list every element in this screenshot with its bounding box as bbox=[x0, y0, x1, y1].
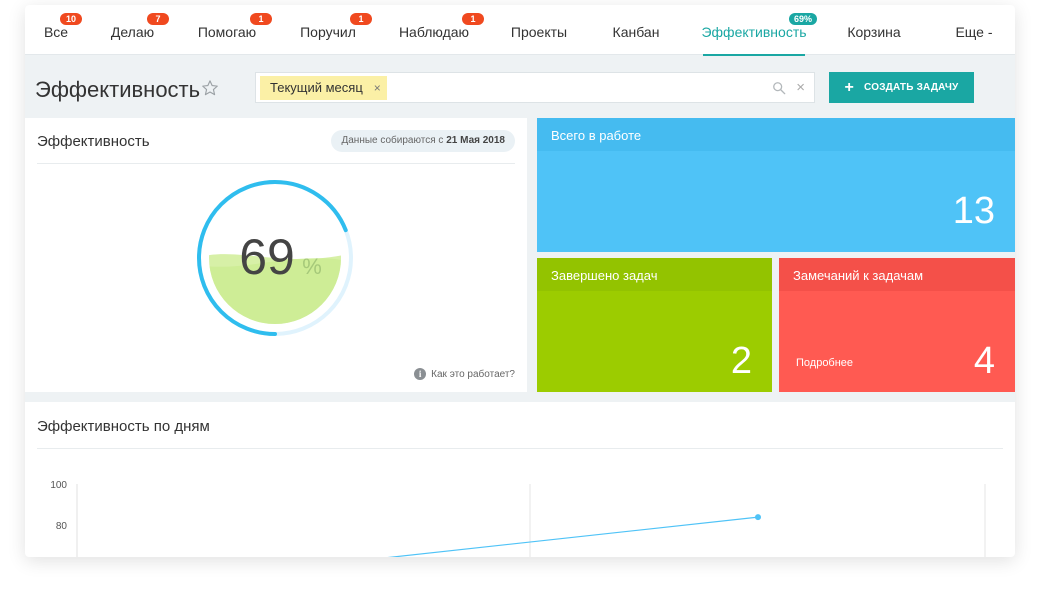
tile-value: 2 bbox=[730, 340, 752, 382]
tab-label: Эффективность bbox=[701, 24, 807, 40]
tile-title: Всего в работе bbox=[551, 128, 642, 143]
pill-prefix: Данные собираются с bbox=[341, 135, 444, 146]
filter-chip-label: Текущий месяц bbox=[270, 80, 363, 95]
card-divider bbox=[37, 448, 1003, 449]
chip-remove-icon[interactable]: × bbox=[373, 81, 381, 95]
app-window: Все 10 Делаю 7 Помогаю 1 Поручил 1 Наблю… bbox=[25, 5, 1015, 557]
tab-projects[interactable]: Проекты bbox=[507, 5, 571, 55]
total-in-progress-tile[interactable]: Всего в работе 13 bbox=[537, 118, 1015, 252]
tab-helping[interactable]: Помогаю 1 bbox=[189, 5, 272, 55]
tab-trash[interactable]: Корзина bbox=[843, 5, 905, 55]
star-icon[interactable] bbox=[201, 79, 219, 97]
tab-label: Помогаю bbox=[197, 24, 257, 40]
tile-header-band bbox=[779, 258, 1015, 291]
y-tick-label: 80 bbox=[56, 521, 68, 532]
efficiency-card: Эффективность Данные собираются с 21 Мая… bbox=[25, 118, 527, 392]
tab-more[interactable]: Еще - bbox=[949, 5, 999, 55]
filter-search-bar[interactable]: Текущий месяц × × bbox=[255, 72, 815, 103]
tab-efficiency[interactable]: Эффективность 69% bbox=[701, 5, 818, 56]
efficiency-gauge: 69 % bbox=[197, 180, 353, 336]
tab-assigned[interactable]: Поручил 1 bbox=[293, 5, 372, 55]
tab-badge: 1 bbox=[462, 13, 484, 25]
chart-title: Эффективность по дням bbox=[37, 418, 210, 435]
efficiency-line-chart: 100 80 bbox=[50, 480, 986, 557]
completed-tasks-tile[interactable]: Завершено задач 2 bbox=[537, 258, 772, 392]
efficiency-by-days-card: Эффективность по дням 100 80 bbox=[25, 402, 1015, 557]
tab-kanban[interactable]: Канбан bbox=[607, 5, 665, 55]
tab-badge: 69% bbox=[789, 13, 818, 25]
how-it-works-label: Как это работает? bbox=[431, 368, 515, 380]
remarks-more-link[interactable]: Подробнее bbox=[796, 357, 854, 369]
y-tick-label: 100 bbox=[50, 480, 67, 491]
tile-title: Завершено задач bbox=[551, 268, 658, 283]
tab-label: Наблюдаю bbox=[398, 24, 470, 40]
create-task-button[interactable]: + СОЗДАТЬ ЗАДАЧУ bbox=[829, 72, 974, 103]
pill-date: 21 Мая 2018 bbox=[446, 135, 505, 146]
tile-title: Замечаний к задачам bbox=[793, 268, 924, 283]
tab-badge: 7 bbox=[147, 13, 169, 25]
tab-all[interactable]: Все 10 bbox=[25, 5, 87, 55]
task-remarks-tile[interactable]: Замечаний к задачам Подробнее 4 bbox=[779, 258, 1015, 392]
tab-label: Делаю bbox=[110, 24, 155, 40]
tile-header-band bbox=[537, 258, 772, 291]
tile-value: 4 bbox=[973, 340, 995, 382]
efficiency-card-title: Эффективность bbox=[37, 133, 150, 150]
tile-header-band bbox=[537, 118, 1015, 151]
tab-label: Проекты bbox=[510, 24, 568, 40]
tab-label: Поручил bbox=[300, 24, 356, 40]
tab-label: Все bbox=[43, 24, 69, 40]
create-task-label: СОЗДАТЬ ЗАДАЧУ bbox=[864, 82, 959, 93]
tab-label: Корзина bbox=[847, 24, 901, 40]
how-it-works-link[interactable]: i Как это работает? bbox=[414, 368, 515, 380]
clear-icon[interactable]: × bbox=[796, 79, 805, 96]
data-point[interactable] bbox=[755, 514, 761, 521]
card-divider bbox=[37, 163, 515, 164]
tab-badge: 1 bbox=[350, 13, 372, 25]
data-collection-pill: Данные собираются с 21 Мая 2018 bbox=[331, 130, 515, 152]
page-title: Эффективность bbox=[35, 77, 201, 102]
gauge-progress-arc bbox=[197, 180, 353, 336]
tab-watching[interactable]: Наблюдаю 1 bbox=[393, 5, 484, 55]
info-icon: i bbox=[414, 368, 427, 380]
search-icon[interactable] bbox=[772, 81, 786, 95]
tab-label: Канбан bbox=[612, 24, 660, 40]
series-line bbox=[387, 516, 759, 557]
filter-chip[interactable]: Текущий месяц × bbox=[260, 76, 387, 100]
tab-badge: 1 bbox=[250, 13, 272, 25]
plus-icon: + bbox=[844, 78, 855, 96]
gauge-value: 69 bbox=[239, 229, 295, 285]
top-tabs: Все 10 Делаю 7 Помогаю 1 Поручил 1 Наблю… bbox=[25, 5, 1015, 56]
tab-doing[interactable]: Делаю 7 bbox=[100, 5, 169, 55]
tile-value: 13 bbox=[952, 190, 995, 232]
tab-label: Еще - bbox=[955, 24, 993, 40]
tab-badge: 10 bbox=[60, 13, 82, 25]
gauge-unit: % bbox=[302, 254, 322, 279]
